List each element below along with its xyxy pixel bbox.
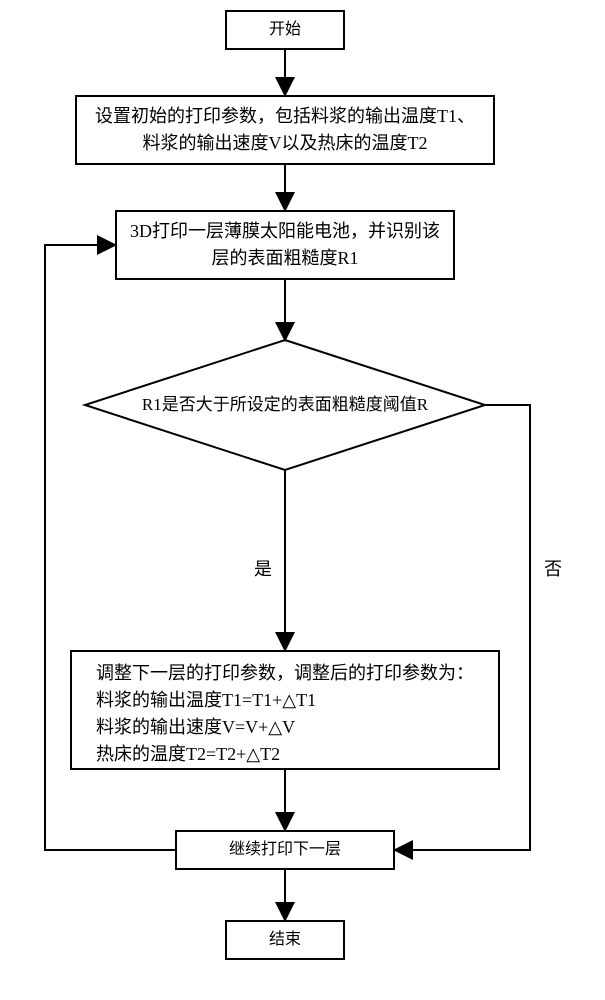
- yes-label: 是: [250, 555, 276, 581]
- print-layer-label: 3D打印一层薄膜太阳能电池，并识别该层的表面粗糙度R1: [129, 218, 441, 272]
- continue-node: 继续打印下一层: [175, 830, 395, 870]
- continue-label: 继续打印下一层: [229, 838, 341, 862]
- init-params-label: 设置初始的打印参数，包括料浆的输出温度T1、料浆的输出速度V以及热床的温度T2: [89, 103, 481, 157]
- start-node: 开始: [225, 10, 345, 50]
- decision-label: R1是否大于所设定的表面粗糙度阈值R: [102, 392, 468, 418]
- adjust-params-label: 调整下一层的打印参数，调整后的打印参数为： 料浆的输出温度T1=T1+△T1 料…: [96, 660, 474, 768]
- start-label: 开始: [269, 18, 301, 42]
- end-label: 结束: [269, 928, 301, 952]
- init-params-node: 设置初始的打印参数，包括料浆的输出温度T1、料浆的输出速度V以及热床的温度T2: [75, 95, 495, 165]
- no-label: 否: [540, 555, 566, 581]
- adjust-params-node: 调整下一层的打印参数，调整后的打印参数为： 料浆的输出温度T1=T1+△T1 料…: [70, 650, 500, 770]
- decision-node: R1是否大于所设定的表面粗糙度阈值R: [85, 340, 485, 470]
- print-layer-node: 3D打印一层薄膜太阳能电池，并识别该层的表面粗糙度R1: [115, 210, 455, 280]
- end-node: 结束: [225, 920, 345, 960]
